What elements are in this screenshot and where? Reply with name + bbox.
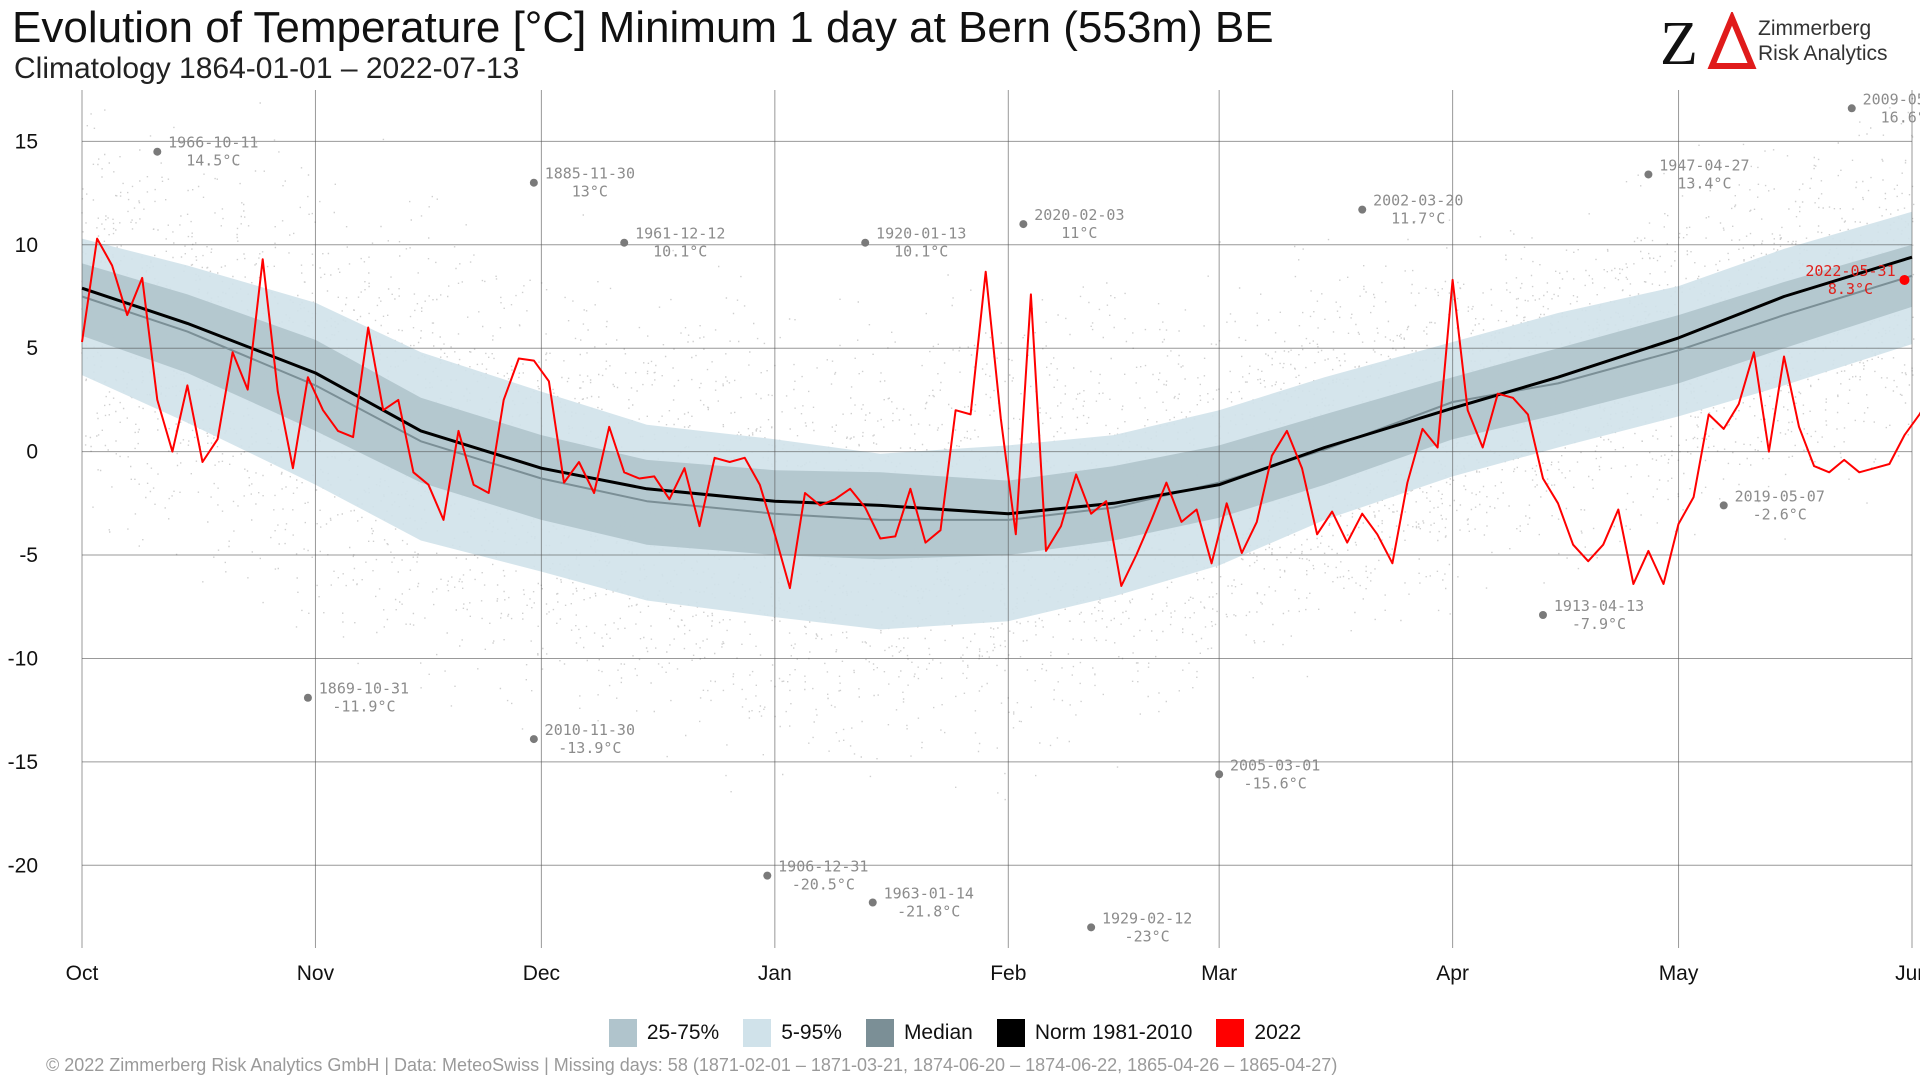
page-title: Evolution of Temperature [°C] Minimum 1 …: [12, 3, 1274, 52]
record-point: [763, 871, 772, 880]
svg-text:Z: Z: [1660, 12, 1698, 72]
record-date-label: 1947-04-27: [1659, 156, 1749, 174]
y-tick-label: -10: [8, 647, 38, 670]
record-point: [1358, 205, 1367, 214]
record-date-label: 2019-05-07: [1735, 487, 1825, 505]
record-point: [1215, 770, 1224, 779]
median-line: [81, 274, 1913, 521]
x-tick-label: Apr: [1436, 962, 1469, 985]
y-tick-label: -20: [8, 854, 38, 877]
band-5-95: [82, 211, 1912, 630]
last-value-label: 8.3°C: [1828, 280, 1873, 298]
y-tick-label: 15: [15, 130, 38, 153]
record-value-label: -7.9°C: [1572, 615, 1626, 633]
x-tick-label: Feb: [990, 962, 1026, 985]
legend-swatch-p5-95: [743, 1019, 772, 1047]
legend-label-p5-95: 5-95%: [781, 1021, 842, 1044]
last-value-date-label: 2022-05-31: [1805, 262, 1895, 280]
record-date-label: 1929-02-12: [1102, 909, 1192, 927]
legend-item-median: Median: [865, 1019, 973, 1047]
record-date-label: 1961-12-12: [635, 225, 725, 243]
x-tick-label: Mar: [1201, 962, 1237, 985]
series-2022-line: [81, 237, 1920, 590]
record-value-label: -21.8°C: [897, 902, 960, 920]
band-25-75: [82, 244, 1912, 560]
record-date-label: 1913-04-13: [1554, 597, 1644, 615]
y-tick-label: -5: [19, 544, 38, 567]
record-date-label: 2010-11-30: [545, 721, 635, 739]
record-date-label: 2009-05-24: [1863, 90, 1920, 108]
record-value-label: 14.5°C: [186, 152, 240, 170]
record-point: [868, 898, 877, 907]
y-tick-label: 5: [26, 337, 38, 360]
record-date-label: 1906-12-31: [778, 858, 868, 876]
record-date-label: 2002-03-20: [1373, 192, 1463, 210]
page-subtitle: Climatology 1864-01-01 – 2022-07-13: [14, 52, 520, 85]
x-tick-label: Oct: [66, 962, 99, 985]
footer-credits: © 2022 Zimmerberg Risk Analytics GmbH | …: [46, 1055, 1338, 1075]
record-point: [620, 238, 629, 247]
record-value-label: 16.6°C: [1881, 108, 1920, 126]
record-date-label: 1869-10-31: [319, 680, 409, 698]
record-point: [153, 147, 162, 156]
record-point: [1719, 501, 1728, 510]
temperature-chart: 15 10 5 0 -5 -10 -15 -20 Oct Nov Dec Jan Feb Mar Apr Ma…: [8, 90, 1920, 985]
legend-label-norm: Norm 1981-2010: [1034, 1021, 1193, 1044]
record-value-label: 11°C: [1061, 224, 1097, 242]
y-tick-label: -15: [8, 751, 38, 774]
record-value-label: -20.5°C: [792, 876, 855, 894]
legend-swatch-median: [865, 1019, 894, 1047]
chart-legend: 25-75% 5-95% Median Norm 1981-2010 2022: [0, 1018, 1920, 1048]
x-tick-label: May: [1659, 962, 1699, 985]
legend-item-p5-95: 5-95%: [743, 1019, 842, 1047]
legend-label-p25-75: 25-75%: [646, 1021, 720, 1044]
record-date-label: 1920-01-13: [876, 225, 966, 243]
logo-line-1: Zimmerberg: [1758, 17, 1872, 40]
record-point: [529, 178, 538, 187]
norm-line: [81, 255, 1913, 516]
record-point: [1019, 220, 1028, 229]
record-value-label: -15.6°C: [1244, 774, 1307, 792]
legend-item-2022: 2022: [1216, 1019, 1301, 1047]
legend-item-norm: Norm 1981-2010: [996, 1019, 1193, 1047]
x-tick-label: Dec: [523, 962, 560, 985]
record-point: [1644, 170, 1653, 179]
logo-line-2: Risk Analytics: [1758, 42, 1888, 65]
x-tick-label: Jan: [758, 962, 792, 985]
record-value-label: -23°C: [1125, 927, 1170, 945]
logo-icon: Z: [1660, 12, 1757, 72]
record-point: [861, 238, 870, 247]
legend-label-2022: 2022: [1254, 1021, 1302, 1044]
y-tick-label: 10: [15, 234, 38, 257]
record-date-label: 1885-11-30: [545, 165, 635, 183]
x-tick-label: Jun: [1895, 962, 1920, 985]
record-point: [529, 735, 538, 744]
record-value-label: -2.6°C: [1753, 505, 1807, 523]
x-tick-label: Nov: [297, 962, 335, 985]
record-date-label: 2005-03-01: [1230, 756, 1320, 774]
record-value-label: 10.1°C: [894, 243, 948, 261]
record-date-label: 2020-02-03: [1034, 206, 1124, 224]
record-point: [1538, 611, 1547, 620]
logo-text: Zimmerberg Risk Analytics: [1758, 16, 1888, 66]
record-value-label: 13.4°C: [1677, 174, 1731, 192]
record-value-label: 11.7°C: [1391, 210, 1445, 228]
record-value-label: -13.9°C: [558, 739, 621, 757]
series-2022-last-point: [1899, 274, 1910, 285]
record-point: [1087, 923, 1096, 932]
record-date-label: 1963-01-14: [884, 884, 974, 902]
record-point: [1847, 104, 1856, 113]
record-value-label: 10.1°C: [653, 243, 707, 261]
record-point: [303, 693, 312, 702]
record-value-label: 13°C: [572, 183, 608, 201]
y-tick-label: 0: [26, 441, 38, 464]
legend-swatch-norm: [996, 1019, 1025, 1047]
record-value-label: -11.9°C: [332, 698, 395, 716]
legend-swatch-2022: [1216, 1019, 1245, 1047]
legend-swatch-p25-75: [608, 1019, 637, 1047]
record-date-label: 1966-10-11: [168, 134, 258, 152]
legend-label-median: Median: [903, 1021, 973, 1044]
legend-item-p25-75: 25-75%: [608, 1019, 720, 1047]
